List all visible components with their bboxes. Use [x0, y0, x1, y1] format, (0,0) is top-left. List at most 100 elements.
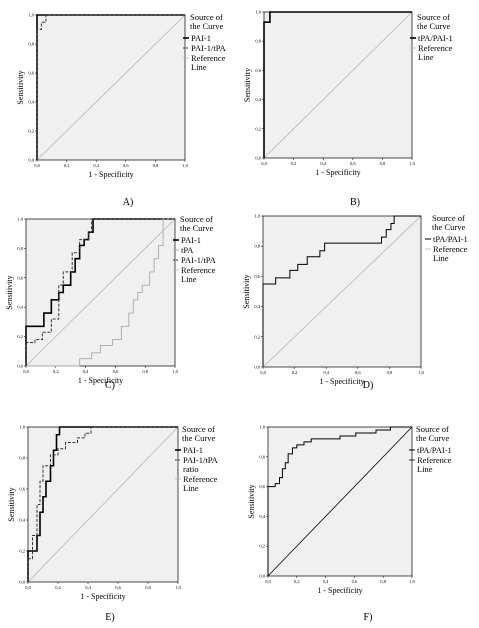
panel-label: B) — [350, 197, 360, 208]
legend-title: Source of — [432, 213, 465, 223]
roc-panel: 0,0 0,2 0,4 0,6 0,8 1,0 0,0 0,2 0,4 0,6 0,8 1,0 1 - … — [5, 214, 217, 391]
y-tick-label: 0,2 — [17, 334, 23, 340]
y-tick-label: 1,0 — [19, 425, 25, 431]
y-tick-label: 0,8 — [254, 244, 260, 250]
x-axis-label: 1 - Specificity — [319, 377, 364, 386]
legend-entry: Line — [183, 483, 199, 493]
y-tick-label: 1,0 — [254, 214, 260, 220]
x-tick-label: 0,2 — [53, 369, 59, 375]
roc-curve — [26, 218, 175, 367]
legend-title: the Curve — [182, 433, 216, 443]
y-tick-label: 0,0 — [259, 574, 265, 580]
legend-entry: Reference — [417, 455, 452, 465]
y-tick-label: 0,2 — [255, 126, 261, 132]
legend-entry: ratio — [183, 464, 199, 474]
legend-entry: Line — [433, 253, 449, 263]
y-tick-label: 0,4 — [254, 304, 260, 310]
y-tick-label: 0,8 — [19, 456, 25, 462]
reference-line — [263, 11, 413, 159]
x-tick-label: 0,2 — [291, 161, 297, 167]
x-tick-label: 0,6 — [355, 370, 361, 376]
x-tick-label: 0,8 — [145, 585, 151, 591]
y-tick-label: 0,8 — [259, 454, 265, 460]
y-tick-label: 0,6 — [28, 71, 34, 77]
y-axis-label: Sensitivity — [16, 70, 25, 104]
x-tick-label: 0,8 — [380, 579, 386, 585]
y-tick-label: 0,2 — [19, 549, 25, 555]
y-tick-label: 0,6 — [254, 274, 260, 280]
x-tick-label: 1,0 — [418, 370, 424, 376]
y-tick-label: 0,8 — [17, 246, 23, 252]
legend-title: Source of — [180, 214, 213, 224]
legend-title: the Curve — [190, 21, 224, 31]
x-tick-label: 1,0 — [175, 585, 181, 591]
x-tick-label: 0,0 — [260, 370, 266, 376]
x-tick-label: 0,8 — [387, 370, 393, 376]
y-tick-label: 0,2 — [254, 334, 260, 340]
roc-curve — [25, 218, 175, 366]
roc-curve — [263, 11, 412, 158]
x-tick-label: 1,0 — [409, 161, 415, 167]
panel-label: E) — [105, 612, 114, 623]
y-tick-label: 0,6 — [17, 275, 23, 281]
roc-panel: 0,0 0,2 0,4 0,6 0,8 1,0 0,0 0,2 0,4 0,6 0,8 1,0 1 - … — [242, 213, 468, 391]
x-tick-label: 0,4 — [93, 163, 99, 169]
legend-title: the Curve — [432, 222, 466, 232]
x-tick-label: 0,6 — [123, 163, 129, 169]
reference-line — [262, 215, 422, 368]
panel-label: F) — [364, 612, 373, 623]
legend-entry: Reference — [418, 43, 453, 53]
x-axis-label: 1 - Specificity — [88, 170, 133, 179]
x-tick-label: 0,4 — [323, 370, 329, 376]
y-tick-label: 0,4 — [259, 514, 265, 520]
legend-title: the Curve — [180, 223, 214, 233]
y-tick-label: 0,6 — [255, 68, 261, 74]
legend-title: the Curve — [417, 21, 451, 31]
legend-entry: PAI-1/tPA — [181, 255, 217, 265]
roc-curve — [36, 14, 185, 160]
legend-entry: PAI-1/tPA — [183, 455, 219, 465]
legend-title: Source of — [417, 12, 450, 22]
y-tick-label: 0,0 — [28, 158, 34, 164]
y-axis-label: Sensitivity — [7, 487, 16, 521]
reference-line — [27, 426, 179, 583]
x-tick-label: 0,6 — [113, 369, 119, 375]
y-tick-label: 0,4 — [28, 100, 34, 106]
panel-label: D) — [363, 380, 374, 391]
x-tick-label: 0,2 — [64, 163, 70, 169]
reference-line — [36, 14, 186, 161]
legend-entry: PAI-1 — [181, 235, 201, 245]
legend-entry: Reference — [181, 265, 216, 275]
roc-panel: 0,0 0,2 0,4 0,6 0,8 1,0 0,0 0,2 0,4 0,6 0,8 1,0 1 - … — [243, 10, 453, 209]
x-tick-label: 0,8 — [142, 369, 148, 375]
y-axis-label: Sensitivity — [5, 275, 14, 309]
reference-line — [267, 426, 413, 577]
y-tick-label: 0,2 — [28, 129, 34, 135]
legend-title: Source of — [416, 424, 449, 434]
panel-label: C) — [105, 380, 115, 391]
legend-entry: Line — [191, 62, 207, 72]
y-tick-label: 0,4 — [19, 518, 25, 524]
legend-title: the Curve — [416, 433, 450, 443]
panel-label: A) — [123, 197, 134, 208]
y-tick-label: 0,8 — [28, 42, 34, 48]
x-axis-label: 1 - Specificity — [78, 376, 123, 385]
legend-entry: tPA/PAI-1 — [418, 33, 453, 43]
legend-entry: Line — [418, 52, 434, 62]
legend-title: Source of — [182, 424, 215, 434]
x-tick-label: 1,0 — [172, 369, 178, 375]
x-axis-label: 1 - Specificity — [80, 592, 125, 601]
x-tick-label: 0,6 — [350, 161, 356, 167]
x-tick-label: 0,0 — [25, 585, 31, 591]
x-tick-label: 0,8 — [153, 163, 159, 169]
x-tick-label: 0,6 — [115, 585, 121, 591]
x-tick-label: 0,8 — [380, 161, 386, 167]
y-tick-label: 0,8 — [255, 39, 261, 45]
legend-entry: PAI-1 — [183, 445, 203, 455]
x-tick-label: 0,2 — [292, 370, 298, 376]
legend-entry: tPA/PAI-1 — [433, 234, 468, 244]
y-tick-label: 0,4 — [255, 97, 261, 103]
x-tick-label: 0,0 — [261, 161, 267, 167]
roc-curve — [27, 426, 178, 582]
